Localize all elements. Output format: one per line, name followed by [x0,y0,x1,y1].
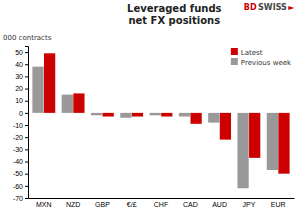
x-tick-label: CAD [183,201,198,208]
y-tick-mark [25,137,28,138]
y-tick: -50 [13,170,28,177]
x-tick: GBP [95,201,110,208]
x-tick: NZD [66,201,80,208]
bar [44,53,55,113]
legend-swatch [231,48,238,55]
y-tick: -70 [13,195,28,202]
x-tick: AUD [212,201,227,208]
y-tick-mark [25,101,28,102]
x-tick-label: €/£ [127,201,137,208]
x-tick: CHF [154,201,168,208]
y-tick-label: -60 [13,183,23,190]
legend-label: Previous week [241,59,292,67]
y-axis-line [25,47,29,199]
y-tick-mark [25,162,28,163]
x-tick: MXN [36,201,52,208]
y-tick: -20 [13,134,28,141]
y-tick-mark [25,113,28,114]
y-axis-label: 000 contracts [3,34,52,42]
plot: -70 -60 -50 -40 -30 -20 -10 0 10 20 30 40 50 MXN NZD GB… [13,47,295,208]
x-tick: JPY [242,201,255,208]
legend-label: Latest [241,49,263,57]
y-tick-label: -30 [13,146,23,153]
y-tick: 50 [15,49,28,56]
y-tick: 30 [15,73,28,80]
y-tick-label: 30 [15,73,23,80]
y-tick-label: -70 [13,195,23,202]
bar [237,113,248,188]
annotation: SWISS [258,3,287,12]
title: Leveraged funds [127,3,221,14]
y-tick-label: 50 [15,49,23,56]
bar [73,93,84,112]
y-tick-mark [25,76,28,77]
bar [161,113,172,117]
y-tick: -10 [13,122,28,129]
y-tick-mark [25,89,28,90]
y-tick: 0 [19,110,28,117]
legend-item: Previous week [231,58,292,67]
bar [267,113,278,170]
y-tick-mark [25,198,28,199]
y-axis: -70 -60 -50 -40 -30 -20 -10 0 10 20 30 40 50 [13,47,29,202]
bar-series [44,53,290,173]
bar [120,113,131,118]
y-tick: 40 [15,61,28,68]
bar [62,95,73,113]
bar [190,113,201,124]
x-tick-label: MXN [36,201,52,208]
y-tick-label: -50 [13,170,23,177]
y-tick-label: 10 [15,97,23,104]
x-tick-label: EUR [271,201,286,208]
bar [103,113,114,117]
bars [32,53,289,188]
subtitle: net FX positions [128,15,220,26]
bar [150,113,161,115]
chart: -70 -60 -50 -40 -30 -20 -10 0 10 20 30 40 50 MXN NZD GB… [0,0,300,214]
bar [220,113,231,140]
x-axis: MXN NZD GBP €/£ CHF CAD AUD JPY EUR [29,199,295,208]
bar [32,67,43,113]
y-tick-label: -20 [13,134,23,141]
y-tick: 10 [15,97,28,104]
x-axis-line [29,198,295,199]
y-tick-mark [25,186,28,187]
y-tick: -40 [13,158,28,165]
y-tick-label: 20 [15,85,23,92]
bar [208,113,219,123]
x-tick-label: JPY [242,201,255,208]
y-tick-label: -10 [13,122,23,129]
bar [249,113,260,158]
y-tick: 20 [15,85,28,92]
bar [179,113,190,117]
x-tick-label: CHF [154,201,168,208]
x-tick: CAD [183,201,198,208]
legend: Latest Previous week [231,48,292,67]
y-tick-mark [25,64,28,65]
bar [278,113,289,174]
y-tick: -30 [13,146,28,153]
legend-swatch [231,58,238,65]
y-tick-label: 40 [15,61,23,68]
y-tick-mark [25,149,28,150]
y-tick-mark [25,174,28,175]
annotation: BD [244,3,257,12]
annotation: ► [288,3,295,12]
x-tick-label: NZD [66,201,80,208]
bar [91,113,102,115]
x-tick: EUR [271,201,286,208]
legend-item: Latest [231,48,263,57]
bar-series [32,67,278,189]
x-tick: €/£ [127,201,137,208]
y-tick-label: 0 [19,110,23,117]
x-tick-label: GBP [95,201,110,208]
y-tick-mark [25,52,28,53]
y-tick-mark [25,125,28,126]
y-tick-label: -40 [13,158,23,165]
bar [132,113,143,117]
x-tick-label: AUD [212,201,227,208]
y-tick: -60 [13,183,28,190]
logo: BDSWISS► [244,3,295,12]
